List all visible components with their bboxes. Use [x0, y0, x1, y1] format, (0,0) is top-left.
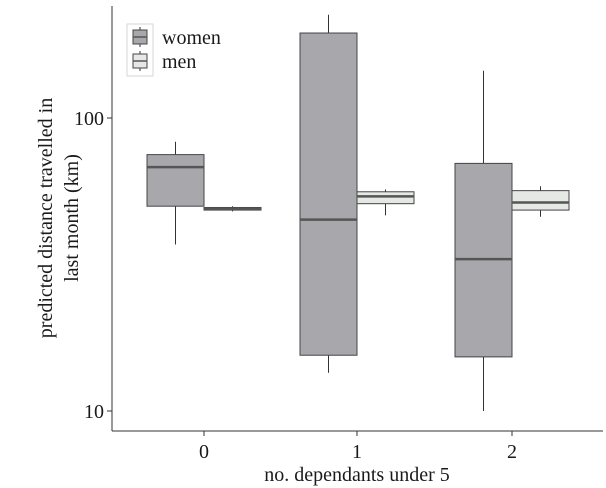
box-men-1 — [356, 189, 415, 216]
box-body — [356, 191, 415, 205]
legend-label: men — [162, 51, 196, 73]
legend-label: women — [162, 27, 221, 49]
box-women-2 — [454, 70, 513, 411]
box-plot-layer — [146, 14, 570, 411]
box-body — [299, 32, 358, 356]
box-men-0 — [203, 206, 262, 212]
legend-key-women — [132, 27, 148, 47]
x-tick-label: 0 — [199, 441, 209, 463]
box-women-1 — [299, 14, 358, 373]
axes: 10 100 0 1 2 — [74, 6, 603, 463]
box-women-0 — [146, 141, 205, 245]
x-axis-label: no. dependants under 5 — [264, 464, 450, 486]
y-axis-label: predicted distance travelled in last mont… — [35, 98, 83, 338]
box-body — [146, 154, 205, 207]
box-men-2 — [511, 186, 570, 217]
legend-key-men — [132, 51, 148, 71]
x-tick-label: 1 — [352, 441, 362, 463]
y-tick-label: 10 — [84, 401, 104, 423]
box-body — [511, 190, 570, 211]
y-axis-label-line: predicted distance travelled in — [35, 98, 57, 338]
y-axis-label-line: last month (km) — [61, 154, 83, 282]
x-tick-label: 2 — [507, 441, 517, 463]
y-tick-label: 100 — [74, 108, 104, 130]
